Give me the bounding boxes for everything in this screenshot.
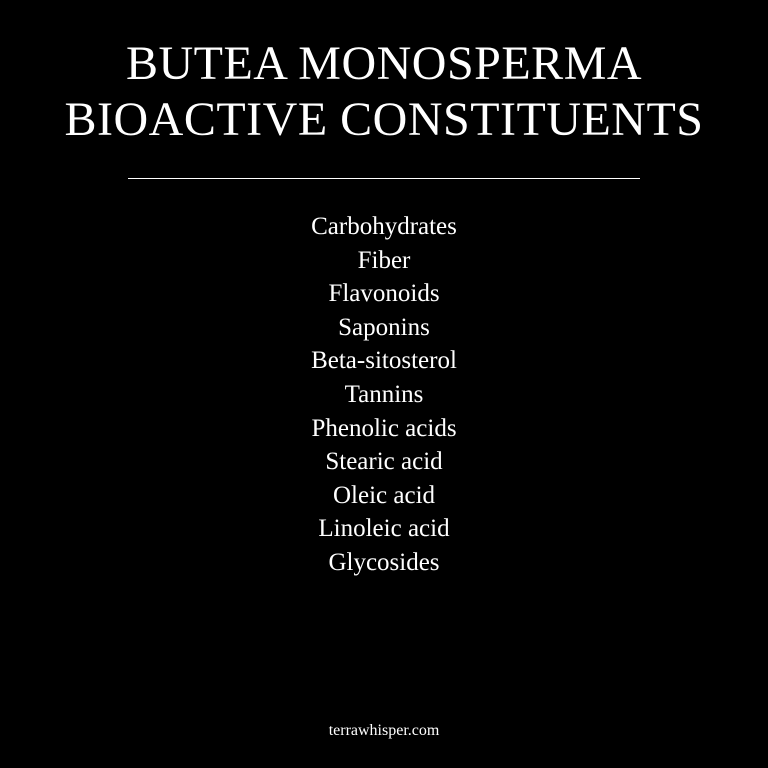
list-item: Carbohydrates — [311, 213, 457, 240]
list-item: Linoleic acid — [318, 515, 450, 543]
list-item: Oleic acid — [332, 481, 436, 509]
title-divider — [128, 178, 640, 179]
title-line-2: BIOACTIVE CONSTITUENTS — [64, 93, 704, 146]
list-item: Glycosides — [328, 548, 440, 576]
title-line-1: BUTEA MONOSPERMA — [125, 37, 643, 90]
footer-site-link[interactable]: terrawhisper.com — [328, 722, 440, 739]
list-item: Stearic acid — [325, 448, 443, 476]
list-item: Tannins — [344, 380, 424, 408]
list-item: Fiber — [357, 246, 411, 274]
list-item: Phenolic acids — [311, 414, 457, 442]
list-item: Flavonoids — [328, 280, 440, 308]
page-title: BUTEA MONOSPERMA BIOACTIVE CONSTITUENTS — [0, 36, 768, 148]
list-item: Saponins — [338, 313, 430, 341]
constituents-list: Carbohydrates Fiber Flavonoids Saponins … — [0, 210, 768, 580]
list-item: Beta-sitosterol — [311, 347, 457, 375]
